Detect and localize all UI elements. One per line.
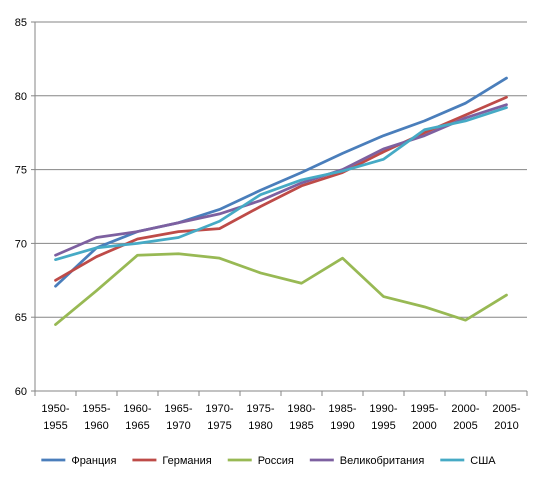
series-line-2 bbox=[54, 252, 508, 326]
y-tick-label: 75 bbox=[15, 165, 27, 177]
legend-label: Великобритания bbox=[340, 455, 425, 467]
series-line-1 bbox=[54, 95, 508, 282]
x-tick-label: 1995-2000 bbox=[410, 403, 438, 432]
y-tick-label: 70 bbox=[15, 238, 27, 250]
x-tick-label: 1955-1960 bbox=[82, 403, 110, 432]
x-tick-label: 1980-1985 bbox=[287, 403, 315, 432]
y-tick-label: 65 bbox=[15, 312, 27, 324]
x-tick-label: 2000-2005 bbox=[451, 403, 479, 432]
legend-label: США bbox=[470, 455, 496, 467]
x-axis-ticks: 1950-1955 1955-1960 1960-1965 1965-1970 1970… bbox=[34, 391, 528, 432]
legend-label: Россия bbox=[258, 455, 294, 467]
x-tick-label: 1960-1965 bbox=[123, 403, 151, 432]
x-tick-label: 1970-1975 bbox=[205, 403, 233, 432]
y-tick-label: 60 bbox=[15, 386, 27, 398]
series-line-4 bbox=[54, 106, 508, 262]
x-tick-label: 1975-1980 bbox=[246, 403, 274, 432]
gridlines bbox=[35, 21, 527, 318]
x-tick-label: 1985-1990 bbox=[328, 403, 356, 432]
x-tick-label: 2005-2010 bbox=[492, 403, 520, 432]
y-tick-label: 80 bbox=[15, 91, 27, 103]
x-tick-label: 1965-1970 bbox=[164, 403, 192, 432]
axes bbox=[34, 22, 527, 392]
legend-label: Франция bbox=[71, 455, 116, 467]
x-tick-label: 1990-1995 bbox=[369, 403, 397, 432]
series-line-0 bbox=[54, 76, 508, 288]
y-tick-label: 85 bbox=[15, 17, 27, 29]
legend-label: Германия bbox=[162, 455, 211, 467]
series-line-3 bbox=[54, 103, 508, 257]
legend: Франция Германия Россия Великобритания США bbox=[41, 455, 496, 467]
y-axis-ticks: 60 65 70 75 80 85 bbox=[15, 17, 35, 398]
x-tick-label: 1950-1955 bbox=[41, 403, 69, 432]
series-lines bbox=[54, 76, 508, 326]
